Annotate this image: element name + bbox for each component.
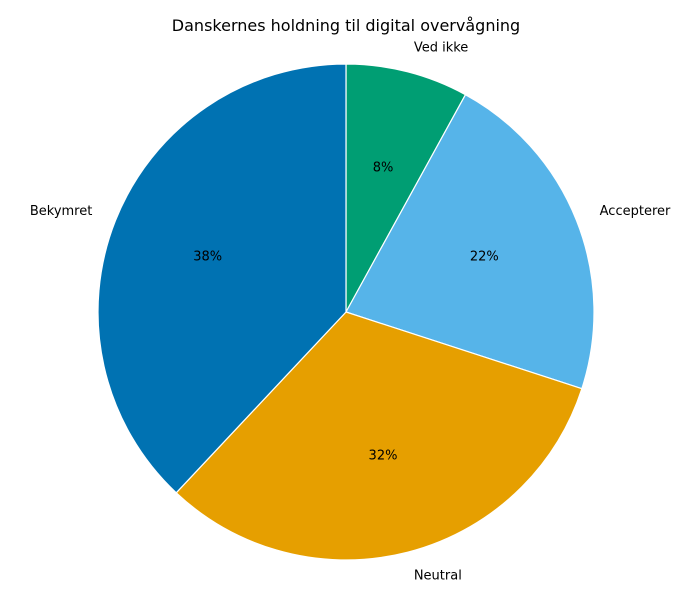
pct-label: 32% xyxy=(369,449,398,464)
pct-label: 8% xyxy=(373,160,394,175)
category-label: Bekymret xyxy=(30,204,93,219)
pie-slice-bekymret xyxy=(97,63,347,494)
pie-slice-ved-ikke xyxy=(345,63,467,313)
pie-slice-accepterer xyxy=(345,94,595,390)
category-label: Neutral xyxy=(414,569,462,584)
pie-slices xyxy=(97,63,595,561)
pie-slice-neutral xyxy=(175,311,583,561)
pct-label: 22% xyxy=(470,250,499,265)
percentage-labels: 8% 22% 32% 38% xyxy=(193,160,499,463)
category-labels: Ved ikke Accepterer Neutral Bekymret xyxy=(30,40,671,583)
category-label: Accepterer xyxy=(600,204,671,219)
chart-title: Danskernes holdning til digital overvågn… xyxy=(172,16,520,35)
category-label: Ved ikke xyxy=(414,40,468,55)
pct-label: 38% xyxy=(193,250,222,265)
